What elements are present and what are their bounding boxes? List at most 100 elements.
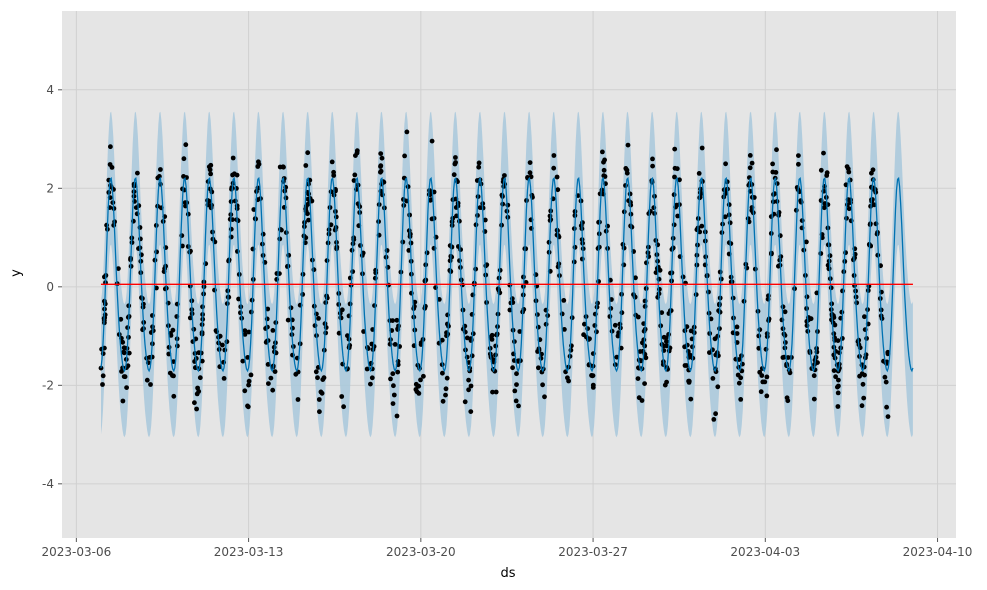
data-point	[318, 389, 324, 395]
data-point	[104, 222, 109, 228]
data-point	[285, 317, 291, 323]
data-point	[836, 377, 841, 383]
data-point	[671, 222, 677, 228]
data-point	[859, 403, 865, 409]
data-point	[661, 334, 667, 340]
data-point	[639, 398, 645, 403]
interval-band	[101, 111, 913, 438]
data-point	[749, 160, 755, 166]
data-point	[404, 129, 410, 135]
data-point	[120, 339, 126, 345]
data-point	[124, 385, 129, 390]
data-point	[444, 375, 450, 381]
data-point	[507, 307, 513, 313]
data-point	[288, 305, 294, 311]
data-point	[601, 173, 607, 179]
data-point	[883, 379, 889, 385]
data-point	[413, 387, 419, 392]
data-point	[762, 379, 768, 385]
data-point	[192, 400, 197, 406]
data-point	[862, 314, 867, 320]
data-point	[512, 388, 518, 394]
data-point	[416, 391, 422, 396]
data-point	[372, 303, 377, 308]
data-point	[339, 394, 345, 399]
data-point	[507, 282, 513, 288]
data-point	[674, 166, 680, 172]
data-point	[555, 264, 561, 270]
data-point	[717, 269, 723, 275]
data-point	[787, 370, 793, 376]
data-point	[306, 217, 311, 223]
data-point	[699, 145, 705, 151]
data-point	[171, 393, 177, 399]
data-point	[513, 398, 519, 404]
data-point	[185, 244, 191, 249]
data-point	[551, 153, 557, 158]
data-point	[612, 322, 618, 328]
data-point	[470, 331, 476, 337]
data-point	[457, 218, 462, 224]
data-point	[246, 382, 252, 388]
data-point	[266, 381, 271, 386]
data-point	[429, 138, 435, 144]
data-point	[286, 252, 292, 258]
data-point	[722, 214, 728, 220]
data-point	[527, 170, 533, 176]
data-point	[466, 377, 471, 383]
data-point	[835, 384, 840, 390]
data-point	[674, 202, 679, 208]
data-point	[443, 392, 448, 398]
data-point	[336, 330, 342, 336]
data-point	[255, 164, 261, 169]
data-point	[453, 155, 458, 160]
data-point	[514, 382, 519, 387]
forecast-series-line	[100, 176, 914, 373]
data-point	[316, 397, 322, 402]
data-point	[369, 375, 375, 381]
data-point	[738, 397, 744, 402]
data-point	[723, 161, 728, 167]
data-point	[391, 392, 397, 398]
data-point	[246, 329, 252, 335]
data-point	[220, 342, 225, 348]
data-point	[846, 169, 852, 175]
data-point	[493, 343, 499, 349]
data-point	[619, 310, 625, 316]
data-point	[516, 403, 521, 409]
data-point	[222, 347, 228, 353]
observed-points	[98, 129, 891, 422]
data-point	[328, 222, 334, 228]
data-point	[265, 362, 271, 367]
data-point	[208, 171, 214, 177]
x-axis-label: ds	[500, 566, 515, 581]
data-point	[594, 329, 599, 335]
data-point	[840, 336, 845, 341]
data-point	[317, 409, 322, 415]
data-point	[764, 374, 770, 380]
data-point	[345, 333, 350, 339]
data-point	[413, 381, 419, 387]
data-point	[546, 239, 552, 245]
data-point	[854, 300, 860, 306]
data-point	[187, 315, 193, 321]
data-point	[395, 369, 401, 375]
data-point	[796, 153, 801, 159]
data-point	[394, 413, 400, 419]
data-point	[439, 337, 445, 343]
data-point	[206, 198, 212, 204]
data-point	[305, 211, 310, 217]
data-point	[671, 192, 677, 198]
y-tick-label: 4	[46, 83, 54, 97]
data-point	[510, 365, 515, 371]
data-point	[869, 170, 874, 176]
data-point	[713, 411, 718, 417]
data-point	[378, 169, 383, 175]
data-point	[242, 328, 248, 333]
data-point	[808, 316, 814, 322]
data-point	[183, 142, 189, 148]
data-point	[100, 382, 105, 387]
data-point	[885, 414, 891, 419]
data-point	[684, 363, 689, 368]
data-point	[368, 381, 373, 387]
